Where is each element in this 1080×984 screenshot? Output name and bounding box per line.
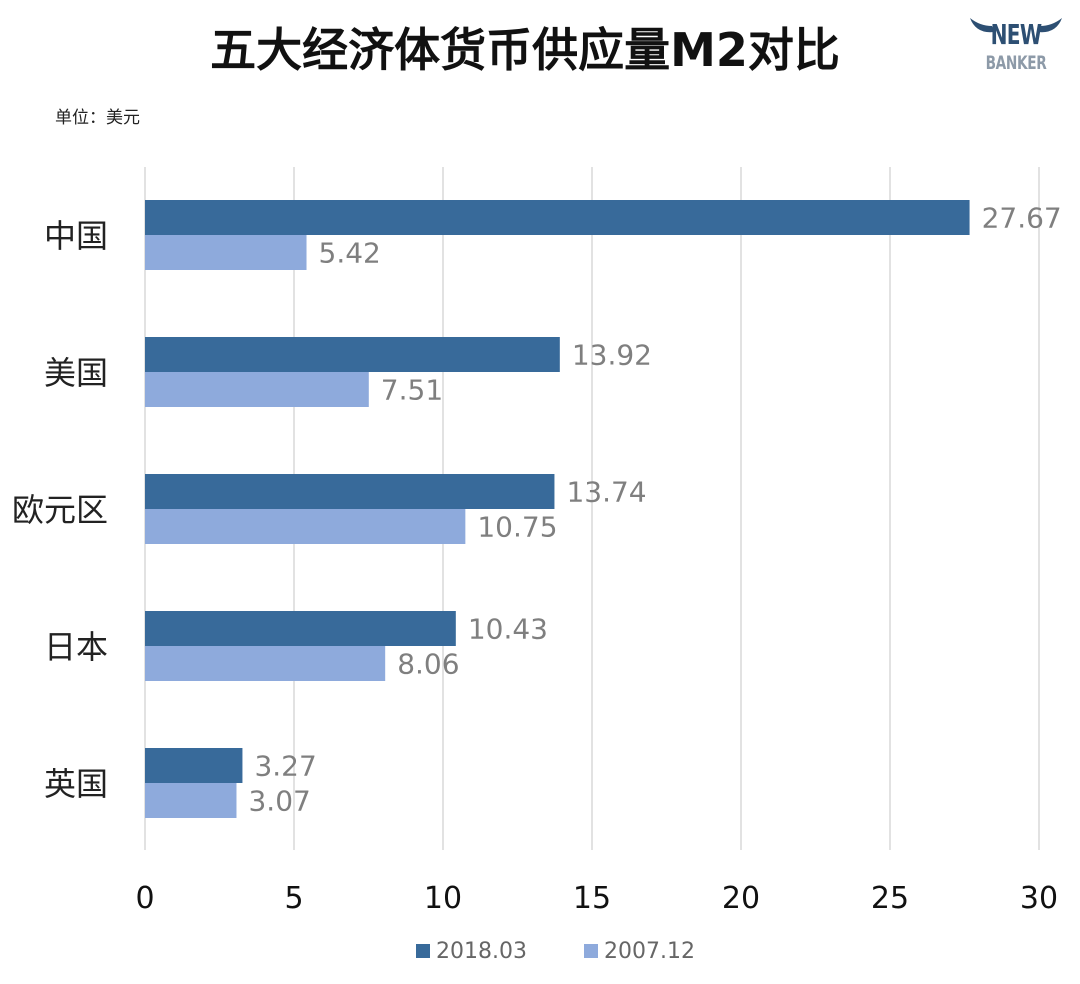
- legend: 2018.03 2007.12: [0, 936, 1080, 966]
- data-label: 13.74: [566, 476, 646, 509]
- x-tick-label: 30: [1020, 881, 1058, 916]
- logo-text-new: NEW: [990, 18, 1042, 51]
- category-label: 日本: [44, 628, 108, 666]
- legend-item-2018-03: 2018.03: [416, 936, 527, 966]
- bar: [145, 200, 970, 235]
- bar-chart: 0 5 10 15 20 25 30 中国 27.67 5.42 美国 13.92 7.51 欧元区 13.…: [12, 167, 1062, 916]
- bull-horns-icon: [970, 18, 1062, 33]
- x-tick-label: 15: [573, 881, 611, 916]
- category-label: 中国: [44, 217, 108, 255]
- logo-text-banker: BANKER: [985, 52, 1047, 74]
- legend-item-2007-12: 2007.12: [584, 936, 695, 966]
- legend-swatch-2007-12: [584, 944, 598, 958]
- data-label: 27.67: [982, 202, 1062, 235]
- bar: [145, 235, 307, 270]
- unit-label: 单位：美元: [55, 108, 140, 128]
- category-label: 美国: [44, 354, 108, 392]
- data-label: 7.51: [381, 374, 443, 407]
- chart-title: 五大经济体货币供应量M2对比: [210, 23, 840, 77]
- category-label: 欧元区: [12, 491, 108, 529]
- legend-label-2018-03: 2018.03: [436, 938, 527, 964]
- legend-label-2007-12: 2007.12: [604, 938, 695, 964]
- data-label: 5.42: [319, 237, 381, 270]
- bar: [145, 748, 243, 783]
- bar: [145, 474, 555, 509]
- bar: [145, 611, 456, 646]
- x-tick-label: 25: [871, 881, 909, 916]
- bar: [145, 337, 560, 372]
- data-label: 13.92: [572, 339, 652, 372]
- bar: [145, 509, 466, 544]
- x-tick-label: 0: [135, 881, 154, 916]
- bar: [145, 646, 386, 681]
- category-label: 英国: [44, 765, 108, 803]
- x-tick-label: 20: [722, 881, 760, 916]
- data-label: 10.75: [477, 511, 557, 544]
- x-tick-label: 10: [424, 881, 462, 916]
- data-label: 3.07: [248, 785, 310, 818]
- bar: [145, 372, 369, 407]
- data-label: 3.27: [254, 750, 316, 783]
- data-label: 8.06: [397, 648, 459, 681]
- data-label: 10.43: [468, 613, 548, 646]
- x-tick-label: 5: [284, 881, 303, 916]
- bar: [145, 783, 237, 818]
- legend-swatch-2018-03: [416, 944, 430, 958]
- newbanker-logo: NEW BANKER: [966, 8, 1066, 88]
